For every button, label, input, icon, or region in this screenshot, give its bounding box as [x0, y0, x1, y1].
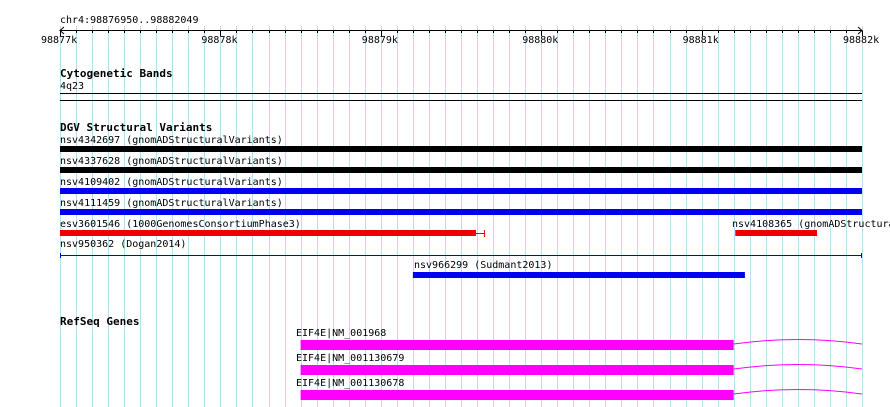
- ruler-tick-label: 98881k: [682, 35, 719, 46]
- refseq-feature-label[interactable]: EIF4E|NM_001130678: [296, 378, 405, 389]
- refseq-track-title[interactable]: RefSeq Genes: [60, 315, 140, 328]
- dgv-feature-label[interactable]: nsv4337628 (gnomADStructuralVariants): [60, 156, 283, 167]
- refseq-exon: [300, 340, 734, 350]
- refseq-intron: [733, 339, 863, 345]
- dgv-feature-label[interactable]: nsv4108365 (gnomADStructuralVariants): [732, 219, 890, 230]
- refseq-feature-label[interactable]: EIF4E|NM_001130679: [296, 353, 405, 364]
- region-label: chr4:98876950..98882049: [60, 15, 199, 26]
- refseq-exon: [300, 365, 734, 375]
- dgv-feature-label[interactable]: nsv966299 (Sudmant2013): [414, 260, 553, 271]
- refseq-intron: [733, 364, 863, 370]
- ruler-tick-label: 98880k: [522, 35, 559, 46]
- dgv-feature-bar: [735, 230, 818, 236]
- refseq-intron: [733, 389, 863, 395]
- dgv-feature-bar: [412, 272, 745, 278]
- cytoband-label[interactable]: 4q23: [60, 81, 85, 92]
- dgv-track-title[interactable]: DGV Structural Variants: [60, 121, 213, 134]
- dgv-feature-bar: [60, 188, 862, 194]
- dgv-feature-label[interactable]: nsv4109402 (gnomADStructuralVariants): [60, 177, 283, 188]
- dgv-feature-bar: [60, 209, 862, 215]
- dgv-feature-label[interactable]: nsv950362 (Dogan2014): [60, 239, 187, 250]
- dgv-feature-label[interactable]: nsv4342697 (gnomADStructuralVariants): [60, 135, 283, 146]
- cytoband-track-title[interactable]: Cytogenetic Bands: [60, 67, 173, 80]
- ruler-tick-label: 98877k: [41, 35, 78, 46]
- ruler-tick-label: 98882k: [843, 35, 880, 46]
- dgv-feature-bar: [60, 230, 477, 236]
- dgv-feature-bar: [60, 146, 862, 152]
- dgv-feature-bar: [60, 167, 862, 173]
- refseq-exon: [300, 390, 734, 400]
- ruler-tick-label: 98878k: [201, 35, 238, 46]
- refseq-feature-label[interactable]: EIF4E|NM_001968: [296, 328, 387, 339]
- ruler-tick-label: 98879k: [361, 35, 398, 46]
- dgv-feature-label[interactable]: esv3601546 (1000GenomesConsortiumPhase3): [60, 219, 301, 230]
- dgv-feature-label[interactable]: nsv4111459 (gnomADStructuralVariants): [60, 198, 283, 209]
